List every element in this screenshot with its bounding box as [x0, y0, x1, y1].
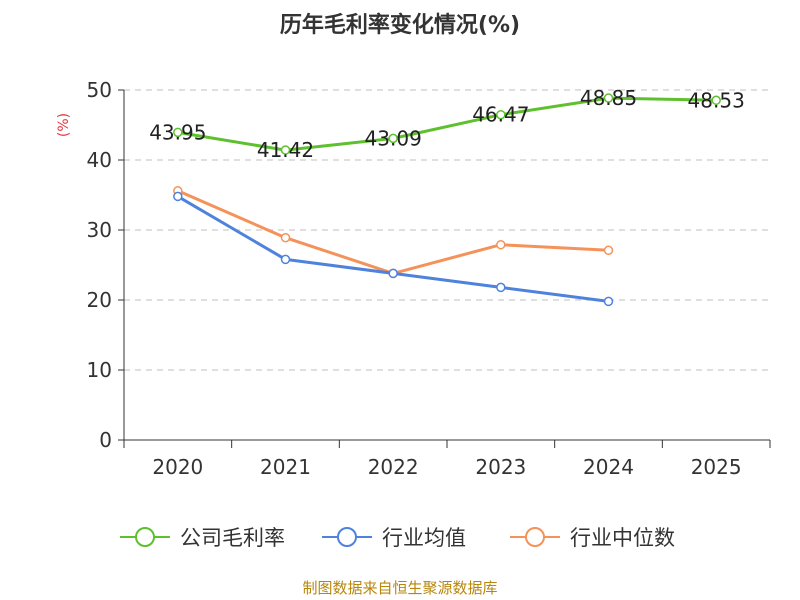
y-tick-label-30: 30 [87, 218, 112, 242]
x-tick-label-2022: 2022 [368, 455, 419, 479]
data-label-2020: 43.95 [149, 120, 206, 144]
x-tick-label-2023: 2023 [475, 455, 526, 479]
y-axis-unit: (%) [56, 113, 72, 137]
series-line-2 [177, 189, 609, 275]
x-tick-label-2020: 2020 [152, 455, 203, 479]
legend-marker [337, 527, 357, 547]
data-point-0-2024[interactable] [603, 93, 614, 103]
data-point-1-2024[interactable] [603, 296, 614, 307]
y-tick-label-20: 20 [87, 288, 112, 312]
data-point-2-2024[interactable] [603, 245, 614, 256]
data-point-1-2020[interactable] [173, 191, 183, 202]
data-point-1-2022[interactable] [388, 268, 398, 279]
legend-item-1[interactable]: 行业均值 [322, 526, 466, 550]
data-point-2-2023[interactable] [496, 239, 506, 250]
chart-title: 历年毛利率变化情况(%) [280, 12, 520, 38]
series-layer [173, 93, 721, 307]
data-point-2-2021[interactable] [280, 232, 291, 243]
legend-marker [135, 527, 155, 547]
y-tick-label-50: 50 [87, 78, 112, 102]
data-point-1-2023[interactable] [496, 282, 506, 293]
data-label-2025: 48.53 [688, 88, 745, 112]
series-line-0 [177, 96, 717, 152]
data-label-2024: 48.85 [580, 86, 637, 110]
legend[interactable]: 公司毛利率 行业均值 行业中位数 [120, 526, 675, 550]
data-point-0-2020[interactable] [173, 127, 183, 138]
data-point-0-2023[interactable] [496, 109, 506, 120]
series-line-1 [177, 195, 609, 303]
legend-label: 行业均值 [382, 526, 466, 550]
data-point-1-2021[interactable] [280, 254, 291, 265]
data-label-2023: 46.47 [472, 103, 529, 127]
data-labels: 43.95 41.42 43.09 46.47 48.85 48.53 [149, 86, 745, 162]
y-tick-label-0: 0 [99, 428, 112, 452]
x-tick-label-2024: 2024 [583, 455, 634, 479]
legend-label: 行业中位数 [570, 526, 675, 550]
axes: 0 10 20 30 40 50 2020 2021 2022 2023 2024 2025 [87, 78, 771, 479]
y-tick-label-40: 40 [87, 148, 112, 172]
x-tick-label-2025: 2025 [691, 455, 742, 479]
legend-marker [525, 527, 545, 547]
data-label-2021: 41.42 [257, 138, 314, 162]
data-point-0-2021[interactable] [280, 145, 291, 155]
legend-label: 公司毛利率 [180, 526, 285, 550]
source-note: 制图数据来自恒生聚源数据库 [302, 579, 497, 597]
grid [124, 89, 770, 371]
legend-item-2[interactable]: 行业中位数 [510, 526, 675, 550]
legend-item-0[interactable]: 公司毛利率 [120, 526, 285, 550]
data-point-0-2025[interactable] [711, 95, 721, 106]
data-point-0-2022[interactable] [388, 133, 398, 144]
data-label-2022: 43.09 [365, 126, 422, 150]
x-tick-label-2021: 2021 [260, 455, 311, 479]
y-tick-label-10: 10 [87, 358, 112, 382]
